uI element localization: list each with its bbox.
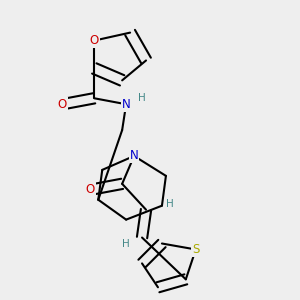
Text: H: H	[166, 199, 174, 209]
Text: S: S	[192, 243, 200, 256]
Text: H: H	[122, 238, 130, 248]
Text: N: N	[130, 149, 139, 163]
Text: N: N	[122, 98, 130, 111]
Text: O: O	[86, 183, 95, 196]
Text: O: O	[58, 98, 67, 111]
Text: O: O	[90, 34, 99, 47]
Text: H: H	[138, 93, 146, 103]
